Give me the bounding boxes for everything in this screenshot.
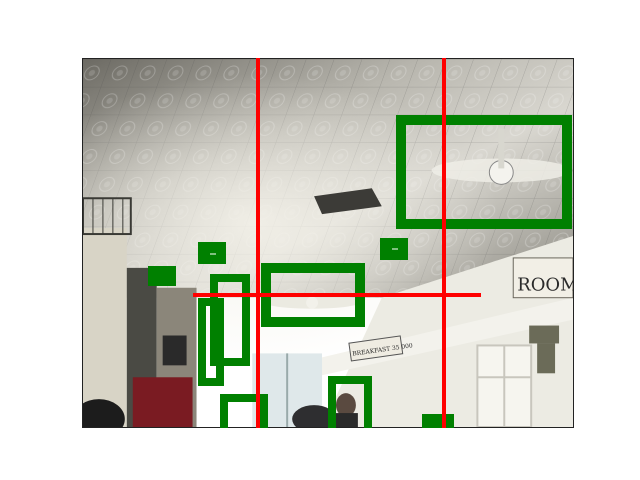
rooms-sign: ROOMS bbox=[517, 275, 573, 296]
ceiling-vent bbox=[314, 188, 382, 215]
small-box-left-a bbox=[148, 266, 176, 286]
bottom-small-box-right bbox=[422, 414, 454, 428]
counter-machine bbox=[132, 377, 193, 427]
person-bottom-left bbox=[83, 399, 125, 427]
bottom-box-left bbox=[220, 394, 268, 428]
annotation-overlay bbox=[148, 58, 572, 428]
ceiling-fan-right bbox=[431, 128, 572, 185]
restaurant-photo: ROOMS BREAKFAST 35 000 bbox=[83, 59, 573, 427]
tall-box-left-inner bbox=[210, 274, 250, 366]
person-box bbox=[328, 376, 372, 428]
small-box-left-b bbox=[198, 242, 226, 264]
photo-frame: ROOMS BREAKFAST 35 000 bbox=[82, 58, 574, 428]
ceiling-fan-center bbox=[262, 294, 362, 309]
left-pillar bbox=[83, 228, 127, 427]
person-center bbox=[335, 393, 356, 418]
ceiling-fan-box bbox=[396, 115, 572, 229]
